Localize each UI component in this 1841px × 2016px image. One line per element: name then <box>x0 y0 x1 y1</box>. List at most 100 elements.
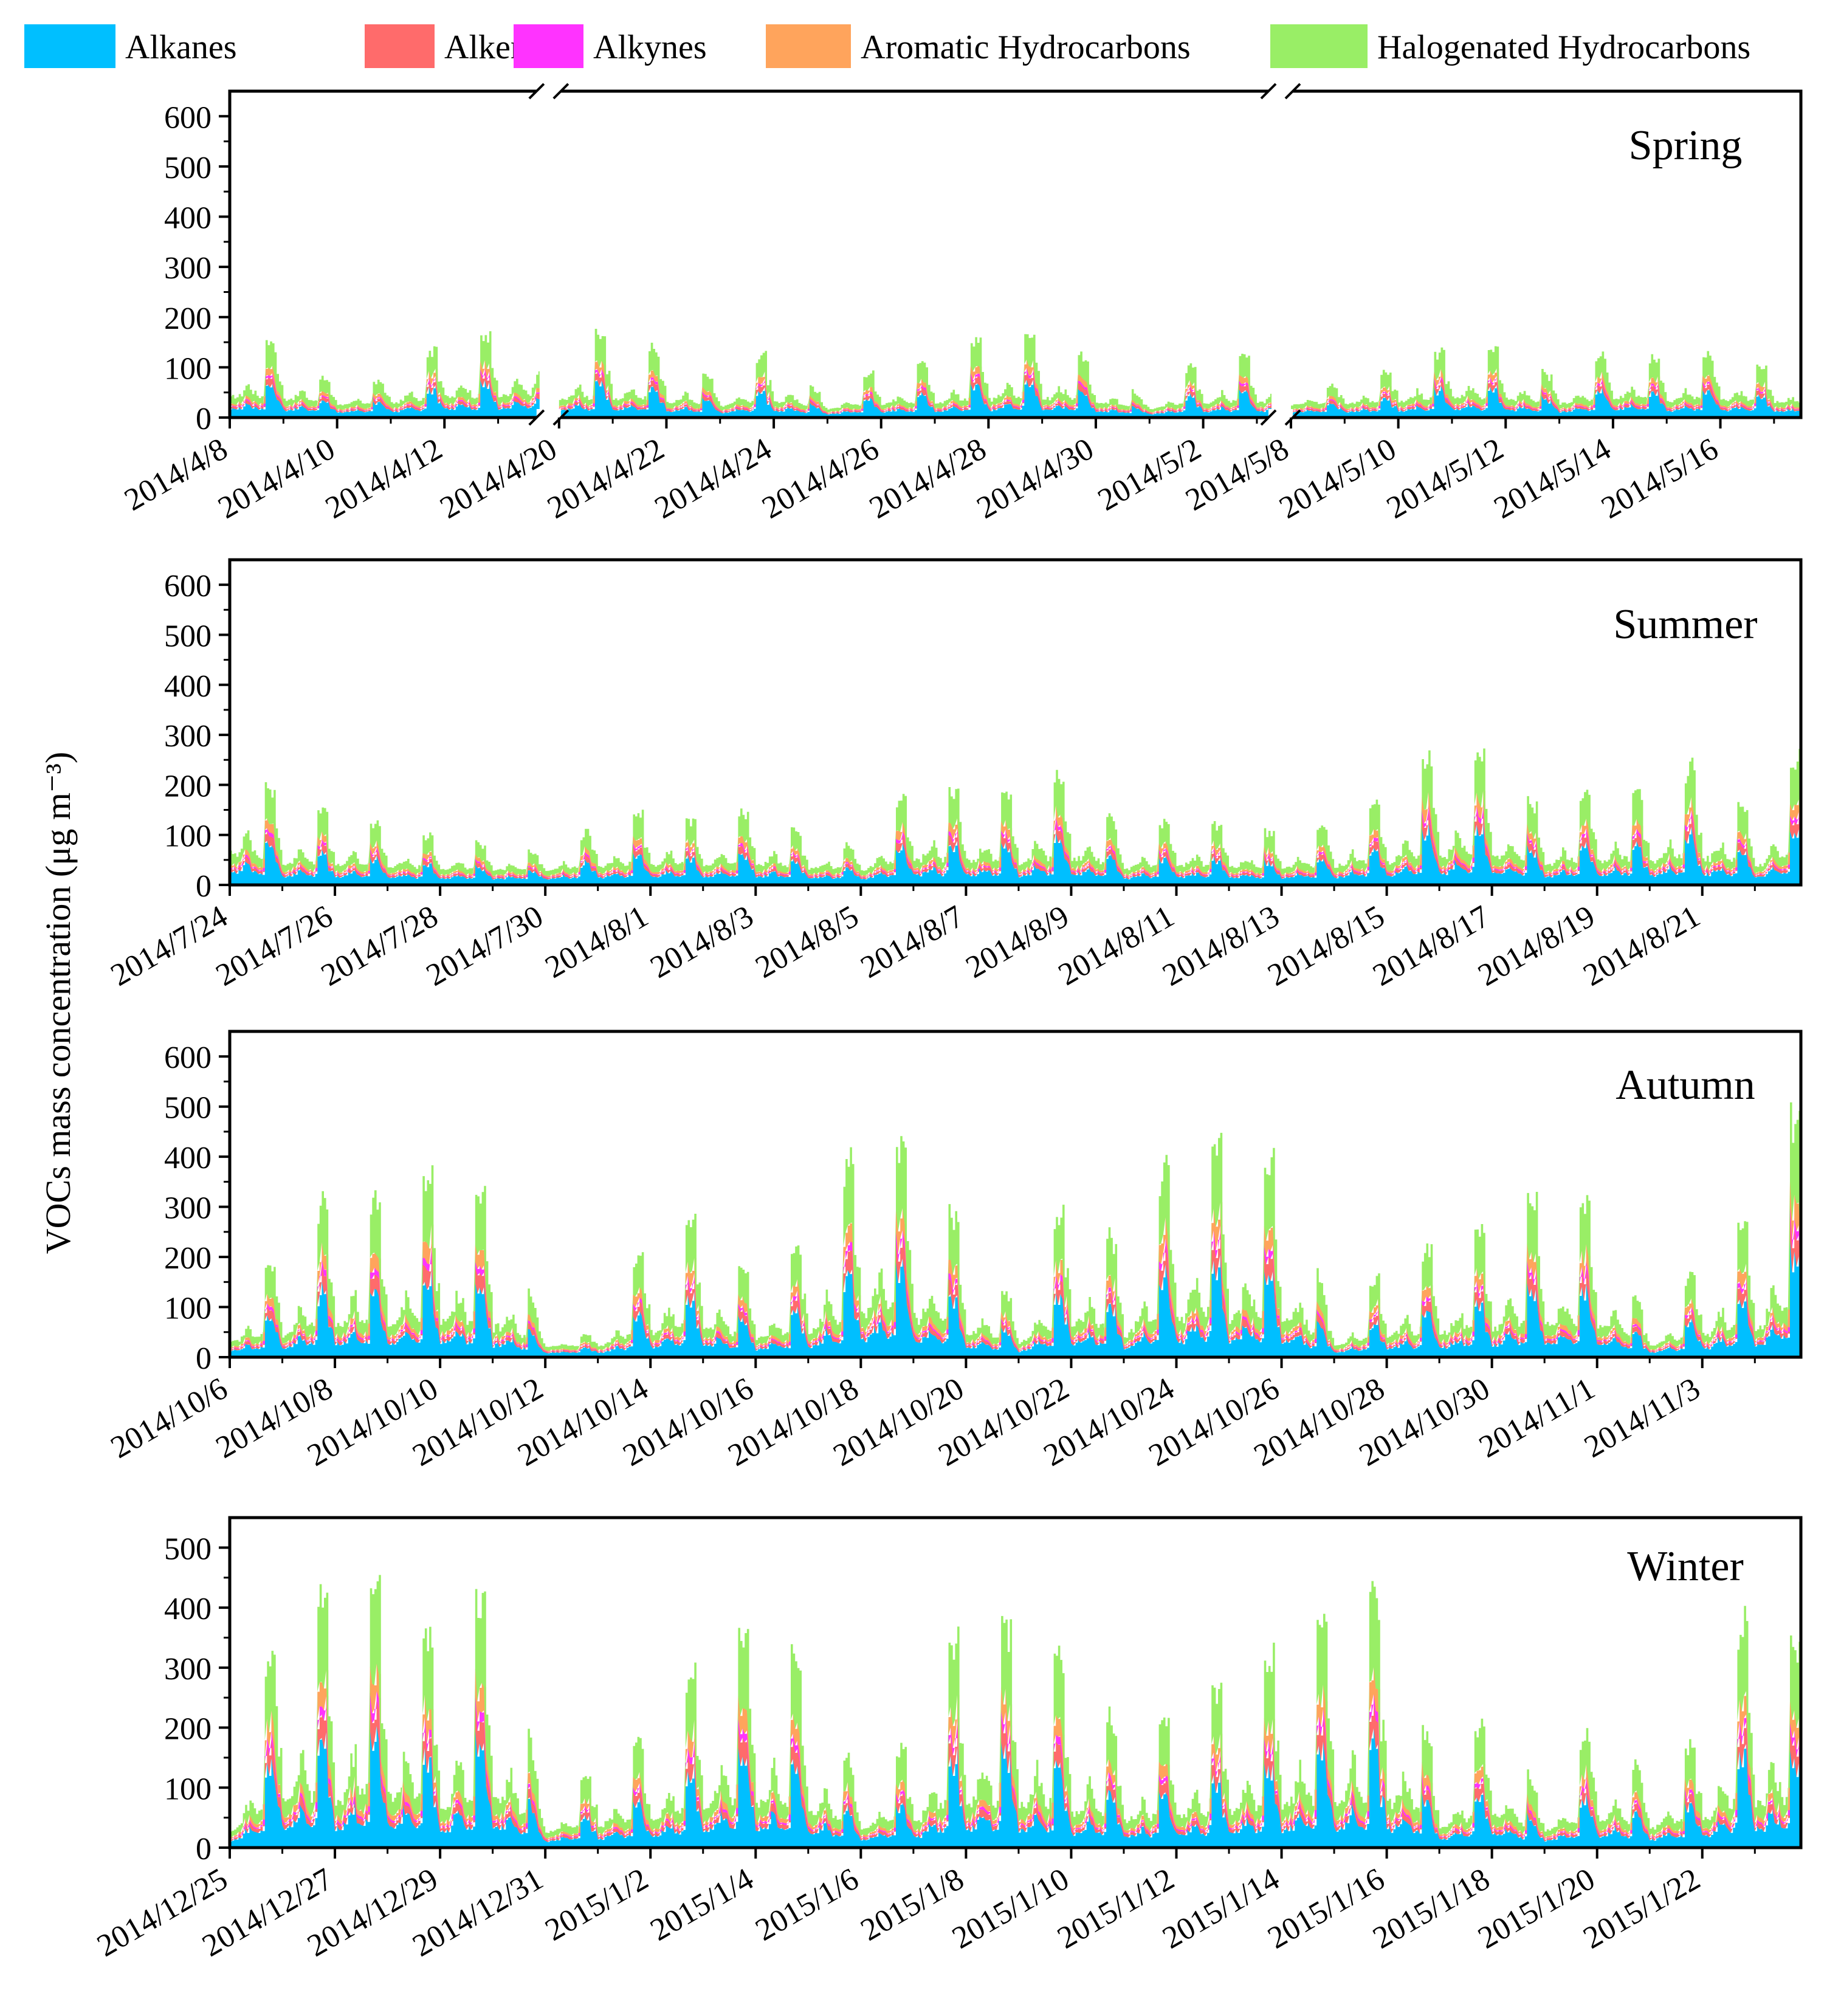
x-tick-label-2015-1-16: 2015/1/16 <box>1262 1862 1390 1956</box>
x-tick-label-2014-10-6: 2014/10/6 <box>105 1371 233 1465</box>
x-tick-label-2014-5-10: 2014/5/10 <box>1273 432 1402 526</box>
area-halogenated-hydrocarbons-autumn-seg0 <box>230 1102 1802 1351</box>
x-tick-label-2014-4-8: 2014/4/8 <box>119 432 233 518</box>
x-tick-label-2015-1-10: 2015/1/10 <box>946 1862 1075 1956</box>
y-tick-label-autumn-100: 100 <box>164 1292 212 1326</box>
x-tick-label-2014-4-28: 2014/4/28 <box>864 432 992 526</box>
x-tick-label-2014-7-26: 2014/7/26 <box>210 899 339 993</box>
y-tick-label-spring-0: 0 <box>196 402 212 436</box>
y-tick-label-summer-600: 600 <box>164 569 212 604</box>
axis-break-mark-spring-1-0b <box>1284 83 1301 100</box>
y-tick-label-autumn-200: 200 <box>164 1241 212 1276</box>
y-tick-label-autumn-600: 600 <box>164 1041 212 1075</box>
panel-autumn: 01002003004005006002014/10/62014/10/8201… <box>105 1030 1803 1473</box>
legend-label-alkanes: Alkanes <box>125 29 237 66</box>
panel-title-autumn: Autumn <box>1616 1062 1755 1109</box>
y-tick-label-winter-0: 0 <box>196 1832 212 1866</box>
plot-frame-winter <box>228 1516 1803 1849</box>
x-tick-label-2014-8-21: 2014/8/21 <box>1578 899 1706 993</box>
area-aromatic-hydrocarbons-spring-seg0 <box>230 360 540 411</box>
x-tick-label-2014-8-9: 2014/8/9 <box>960 899 1075 985</box>
y-axis-label: VOCs mass concentration (μg m⁻³) <box>38 752 78 1254</box>
x-tick-label-2014-8-1: 2014/8/1 <box>540 899 655 985</box>
x-tick-label-2014-4-26: 2014/4/26 <box>757 432 885 526</box>
area-alkanes-winter-seg0 <box>230 1725 1802 1848</box>
panel-winter: 01002003004005002014/12/252014/12/272014… <box>91 1516 1803 1964</box>
x-tick-label-2015-1-18: 2015/1/18 <box>1368 1862 1496 1956</box>
x-tick-label-2014-11-3: 2014/11/3 <box>1578 1371 1705 1465</box>
y-tick-label-winter-500: 500 <box>164 1532 212 1566</box>
axis-break-mask-spring-0-0 <box>536 83 561 100</box>
panel-summer: 01002003004005006002014/7/242014/7/26201… <box>105 558 1803 993</box>
axis-break-mask-spring-1-1 <box>1268 409 1293 426</box>
legend-item-alkanes: Alkanes <box>24 24 237 68</box>
x-tick-label-2014-4-10: 2014/4/10 <box>212 432 340 526</box>
x-tick-label-2014-7-28: 2014/7/28 <box>315 899 444 993</box>
y-tick-label-spring-100: 100 <box>164 351 212 386</box>
x-tick-label-2014-7-30: 2014/7/30 <box>421 899 549 993</box>
area-halogenated-hydrocarbons-spring-seg0 <box>230 331 540 410</box>
plot-frame-summer <box>228 558 1803 887</box>
x-tick-label-2014-7-24: 2014/7/24 <box>105 899 233 993</box>
x-tick-label-2014-5-8: 2014/5/8 <box>1180 432 1295 518</box>
panel-title-summer: Summer <box>1613 601 1757 648</box>
legend: Alkanes Alkenes Alkynes Aromatic Hydrocarbo… <box>24 24 1750 68</box>
x-tick-label-2014-4-24: 2014/4/24 <box>649 432 777 526</box>
y-tick-label-autumn-0: 0 <box>196 1341 212 1376</box>
x-tick-label-2015-1-6: 2015/1/6 <box>750 1862 865 1948</box>
legend-swatch-alkynes <box>514 24 583 68</box>
x-tick-label-2015-1-4: 2015/1/4 <box>645 1862 760 1948</box>
axis-break-mark-spring-1-1a <box>1260 409 1277 426</box>
area-halogenated-hydrocarbons-winter-seg0 <box>230 1575 1802 1839</box>
legend-swatch-alkenes <box>365 24 435 68</box>
plot-frame-spring <box>228 89 1803 419</box>
legend-swatch-halogenated-hydrocarbons <box>1270 24 1368 68</box>
y-tick-label-spring-300: 300 <box>164 251 212 286</box>
area-aromatic-hydrocarbons-spring-seg2 <box>1291 368 1802 411</box>
y-tick-label-winter-100: 100 <box>164 1772 212 1806</box>
x-tick-label-2014-5-16: 2014/5/16 <box>1595 432 1724 526</box>
y-tick-label-spring-200: 200 <box>164 301 212 336</box>
area-alkynes-spring-seg0 <box>230 368 540 412</box>
panel-title-spring: Spring <box>1629 122 1743 169</box>
x-tick-label-2014-4-20: 2014/4/20 <box>435 432 563 526</box>
legend-label-aromatic-hydrocarbons: Aromatic Hydrocarbons <box>861 29 1191 66</box>
legend-item-aromatic-hydrocarbons: Aromatic Hydrocarbons <box>766 24 1191 68</box>
stacked-areas-winter <box>230 1575 1802 1848</box>
y-tick-label-summer-400: 400 <box>164 669 212 704</box>
stacked-areas-summer <box>230 748 1802 885</box>
x-tick-label-2014-4-22: 2014/4/22 <box>542 432 670 526</box>
legend-item-halogenated-hydrocarbons: Halogenated Hydrocarbons <box>1270 24 1750 68</box>
legend-label-halogenated-hydrocarbons: Halogenated Hydrocarbons <box>1377 29 1750 66</box>
y-tick-label-winter-200: 200 <box>164 1712 212 1747</box>
y-tick-label-spring-600: 600 <box>164 100 212 135</box>
y-tick-label-summer-100: 100 <box>164 819 212 854</box>
x-tick-label-2014-8-3: 2014/8/3 <box>645 899 760 985</box>
legend-swatch-alkanes <box>24 24 115 68</box>
legend-label-alkynes: Alkynes <box>593 29 707 66</box>
x-tick-label-2015-1-22: 2015/1/22 <box>1578 1862 1706 1956</box>
axis-break-mask-spring-0-1 <box>536 409 561 426</box>
area-halogenated-hydrocarbons-spring-seg1 <box>559 329 1271 413</box>
y-tick-label-summer-200: 200 <box>164 769 212 803</box>
area-alkanes-spring-seg0 <box>230 380 540 418</box>
panel-title-winter: Winter <box>1627 1543 1744 1590</box>
x-tick-label-2015-1-20: 2015/1/20 <box>1473 1862 1601 1956</box>
y-tick-label-autumn-300: 300 <box>164 1191 212 1226</box>
y-tick-label-summer-300: 300 <box>164 719 212 754</box>
x-tick-label-2014-11-1: 2014/11/1 <box>1473 1371 1600 1465</box>
y-tick-label-summer-500: 500 <box>164 619 212 653</box>
axis-break-mark-spring-1-0a <box>1260 83 1277 100</box>
x-tick-label-2014-8-7: 2014/8/7 <box>855 899 970 985</box>
axis-break-mark-spring-1-1b <box>1284 409 1301 426</box>
panel-spring: 01002003004005006002014/4/82014/4/102014… <box>119 83 1803 526</box>
x-tick-label-2015-1-14: 2015/1/14 <box>1157 1862 1285 1956</box>
x-tick-label-2014-8-5: 2014/8/5 <box>750 899 865 985</box>
x-tick-label-2015-1-12: 2015/1/12 <box>1051 1862 1180 1956</box>
x-tick-label-2014-8-11: 2014/8/11 <box>1053 899 1180 993</box>
area-alkenes-spring-seg2 <box>1291 378 1802 413</box>
area-alkanes-spring-seg2 <box>1291 385 1802 418</box>
y-tick-label-autumn-400: 400 <box>164 1141 212 1175</box>
area-aromatic-hydrocarbons-autumn-seg0 <box>230 1181 1802 1352</box>
y-tick-label-summer-0: 0 <box>196 869 212 904</box>
